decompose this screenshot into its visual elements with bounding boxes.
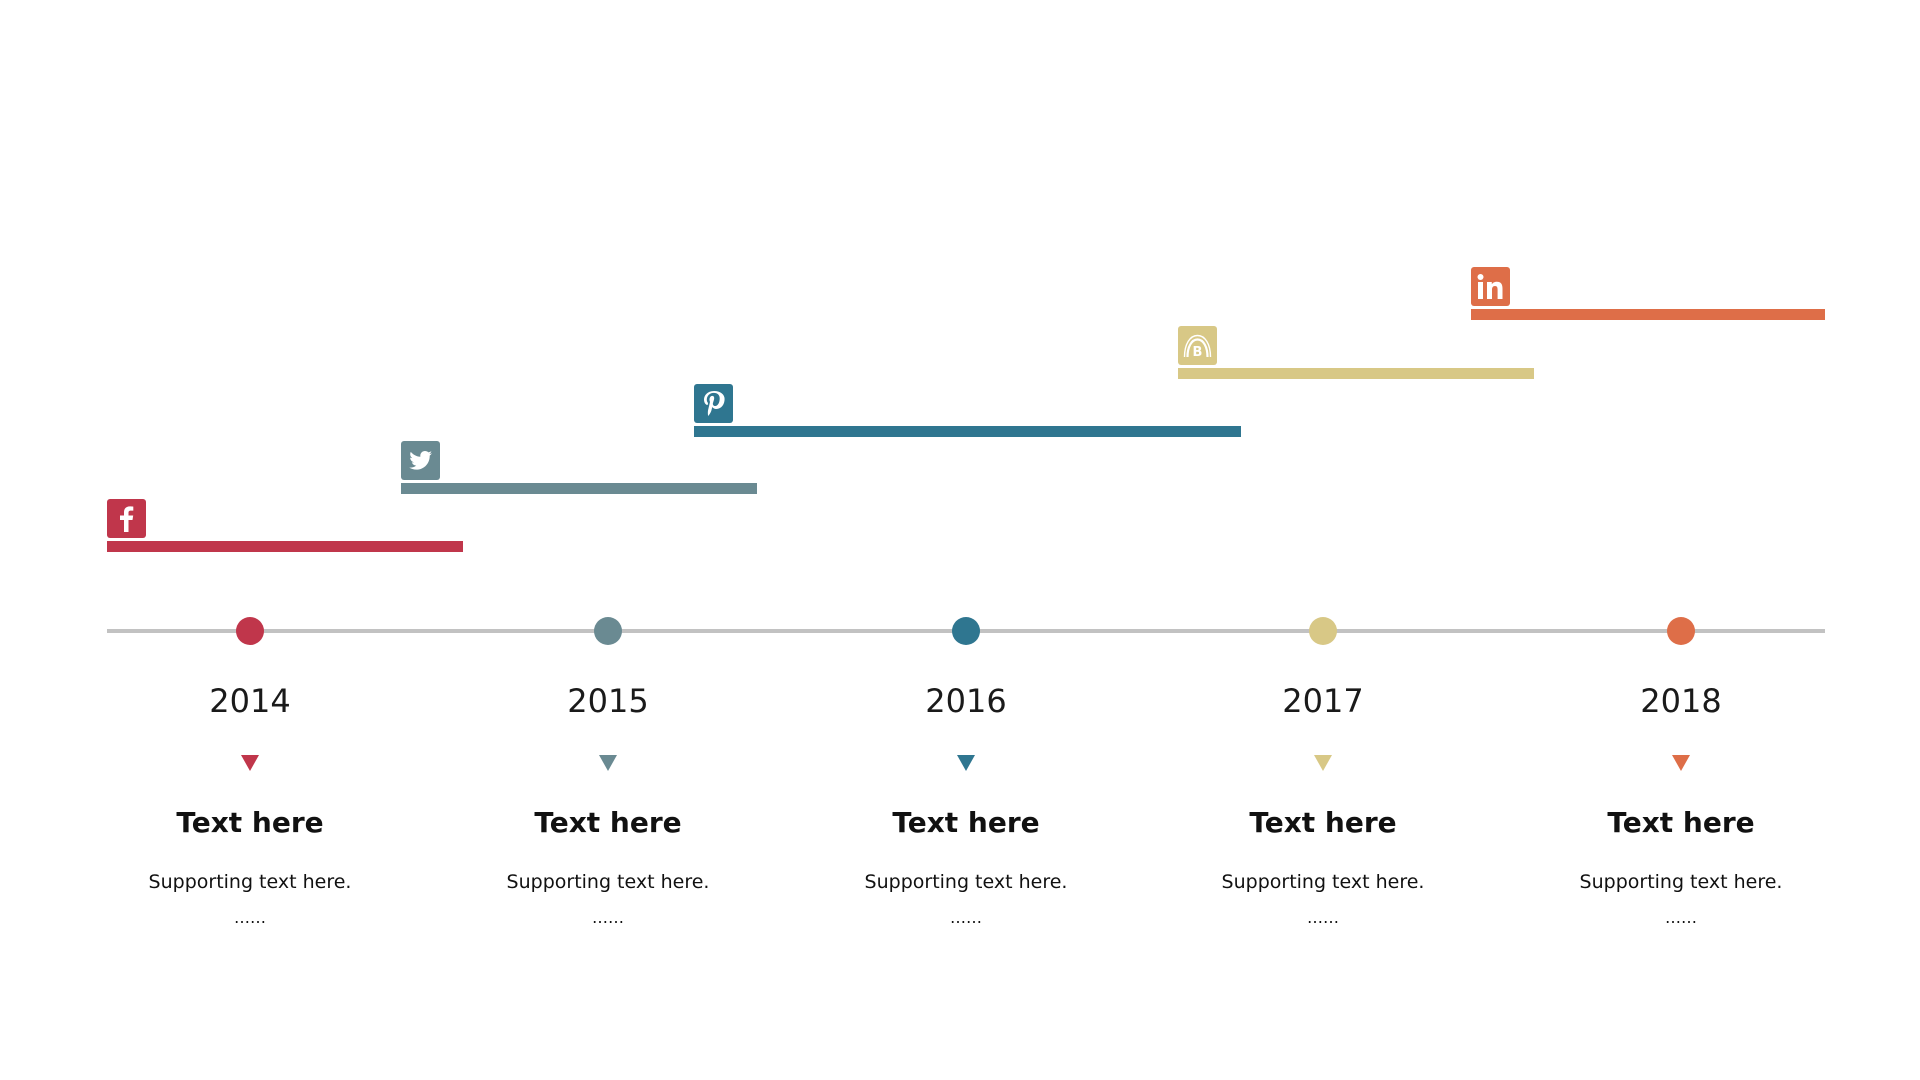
pointer-triangle xyxy=(957,755,975,771)
facebook-icon xyxy=(107,499,146,538)
year-label: 2017 xyxy=(1282,682,1364,720)
milestone-ellipsis: …… xyxy=(592,908,624,927)
twitter-icon xyxy=(401,441,440,480)
pinterest-icon xyxy=(694,384,733,423)
milestone-dot-2015 xyxy=(594,617,622,645)
bar-linkedin xyxy=(1471,309,1825,320)
milestone-title: Text here xyxy=(176,806,324,839)
svg-text:B: B xyxy=(1193,345,1203,360)
milestone-dot-2014 xyxy=(236,617,264,645)
pointer-triangle xyxy=(1314,755,1332,771)
milestone-subtitle: Supporting text here. xyxy=(1579,871,1783,893)
year-label: 2015 xyxy=(567,682,649,720)
bar-twitter xyxy=(401,483,757,494)
milestone-ellipsis: …… xyxy=(1307,908,1339,927)
milestone-dot-2018 xyxy=(1667,617,1695,645)
milestone-title: Text here xyxy=(1607,806,1755,839)
milestone-subtitle: Supporting text here. xyxy=(148,871,352,893)
blogger-icon: B xyxy=(1178,326,1217,365)
bar-pinterest xyxy=(694,426,1241,437)
milestone-title: Text here xyxy=(892,806,1040,839)
milestone-subtitle: Supporting text here. xyxy=(864,871,1068,893)
milestone-ellipsis: …… xyxy=(1665,908,1697,927)
pointer-triangle xyxy=(1672,755,1690,771)
year-label: 2014 xyxy=(209,682,291,720)
pointer-triangle xyxy=(599,755,617,771)
year-label: 2018 xyxy=(1640,682,1722,720)
milestone-title: Text here xyxy=(1249,806,1397,839)
milestone-ellipsis: …… xyxy=(950,908,982,927)
year-label: 2016 xyxy=(925,682,1007,720)
bar-blogger xyxy=(1178,368,1534,379)
milestone-title: Text here xyxy=(534,806,682,839)
bar-facebook xyxy=(107,541,463,552)
milestone-dot-2016 xyxy=(952,617,980,645)
milestone-ellipsis: …… xyxy=(234,908,266,927)
milestone-subtitle: Supporting text here. xyxy=(1221,871,1425,893)
milestone-dot-2017 xyxy=(1309,617,1337,645)
milestone-subtitle: Supporting text here. xyxy=(506,871,710,893)
linkedin-icon xyxy=(1471,267,1510,306)
pointer-triangle xyxy=(241,755,259,771)
